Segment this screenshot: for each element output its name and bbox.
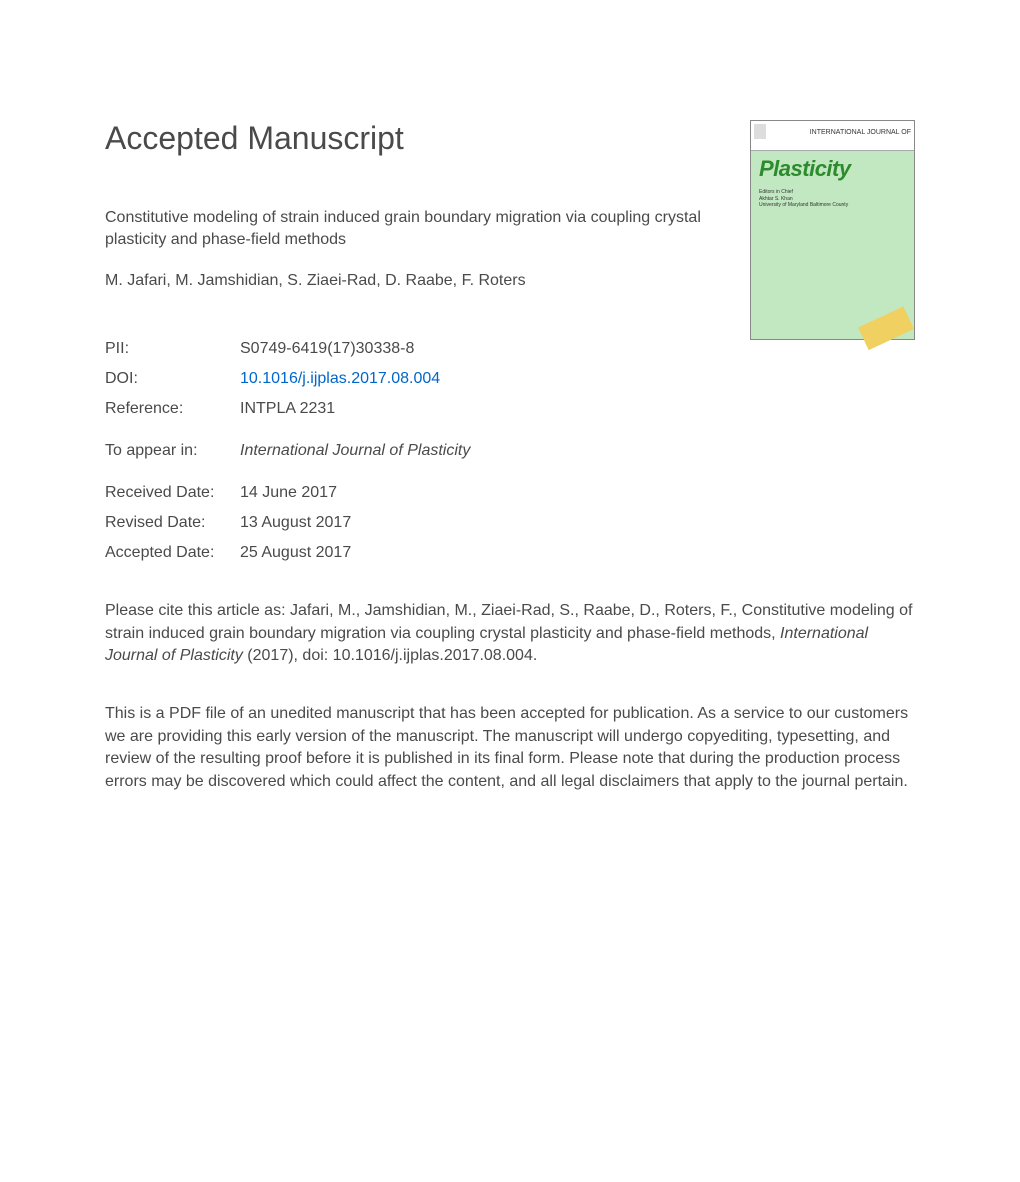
metadata-table: PII: S0749-6419(17)30338-8 DOI: 10.1016/…: [105, 340, 915, 562]
revised-label: Revised Date:: [105, 514, 240, 532]
received-label: Received Date:: [105, 484, 240, 502]
reference-value: INTPLA 2231: [240, 400, 335, 418]
metadata-row-reference: Reference: INTPLA 2231: [105, 400, 915, 418]
metadata-row-appear: To appear in: International Journal of P…: [105, 442, 915, 460]
doi-link[interactable]: 10.1016/j.ijplas.2017.08.004: [240, 370, 440, 388]
metadata-row-pii: PII: S0749-6419(17)30338-8: [105, 340, 915, 358]
metadata-row-doi: DOI: 10.1016/j.ijplas.2017.08.004: [105, 370, 915, 388]
cover-journal-title: Plasticity: [751, 151, 914, 187]
appear-label: To appear in:: [105, 442, 240, 460]
cover-elsevier-logo: [754, 124, 766, 141]
metadata-row-received: Received Date: 14 June 2017: [105, 484, 915, 502]
journal-cover-thumbnail: INTERNATIONAL JOURNAL OF Plasticity Edit…: [750, 120, 915, 340]
cover-journal-header: INTERNATIONAL JOURNAL OF: [810, 129, 911, 136]
metadata-row-revised: Revised Date: 13 August 2017: [105, 514, 915, 532]
page-container: Accepted Manuscript INTERNATIONAL JOURNA…: [0, 0, 1020, 853]
citation-block: Please cite this article as: Jafari, M.,…: [105, 600, 915, 667]
pii-value: S0749-6419(17)30338-8: [240, 340, 414, 358]
spacer: [105, 472, 915, 484]
reference-label: Reference:: [105, 400, 240, 418]
pii-label: PII:: [105, 340, 240, 358]
accepted-label: Accepted Date:: [105, 544, 240, 562]
cover-header: INTERNATIONAL JOURNAL OF: [751, 121, 914, 151]
spacer: [105, 430, 915, 442]
citation-suffix: (2017), doi: 10.1016/j.ijplas.2017.08.00…: [243, 647, 537, 664]
disclaimer-text: This is a PDF file of an unedited manusc…: [105, 703, 915, 793]
accepted-value: 25 August 2017: [240, 544, 351, 562]
doi-label: DOI:: [105, 370, 240, 388]
article-title: Constitutive modeling of strain induced …: [105, 207, 725, 250]
appear-value: International Journal of Plasticity: [240, 442, 470, 460]
cover-editors-affil: University of Maryland Baltimore County: [759, 202, 906, 209]
cover-editors-block: Editors in Chief Akhtar S. Khan Universi…: [751, 187, 914, 211]
metadata-row-accepted: Accepted Date: 25 August 2017: [105, 544, 915, 562]
revised-value: 13 August 2017: [240, 514, 351, 532]
received-value: 14 June 2017: [240, 484, 337, 502]
